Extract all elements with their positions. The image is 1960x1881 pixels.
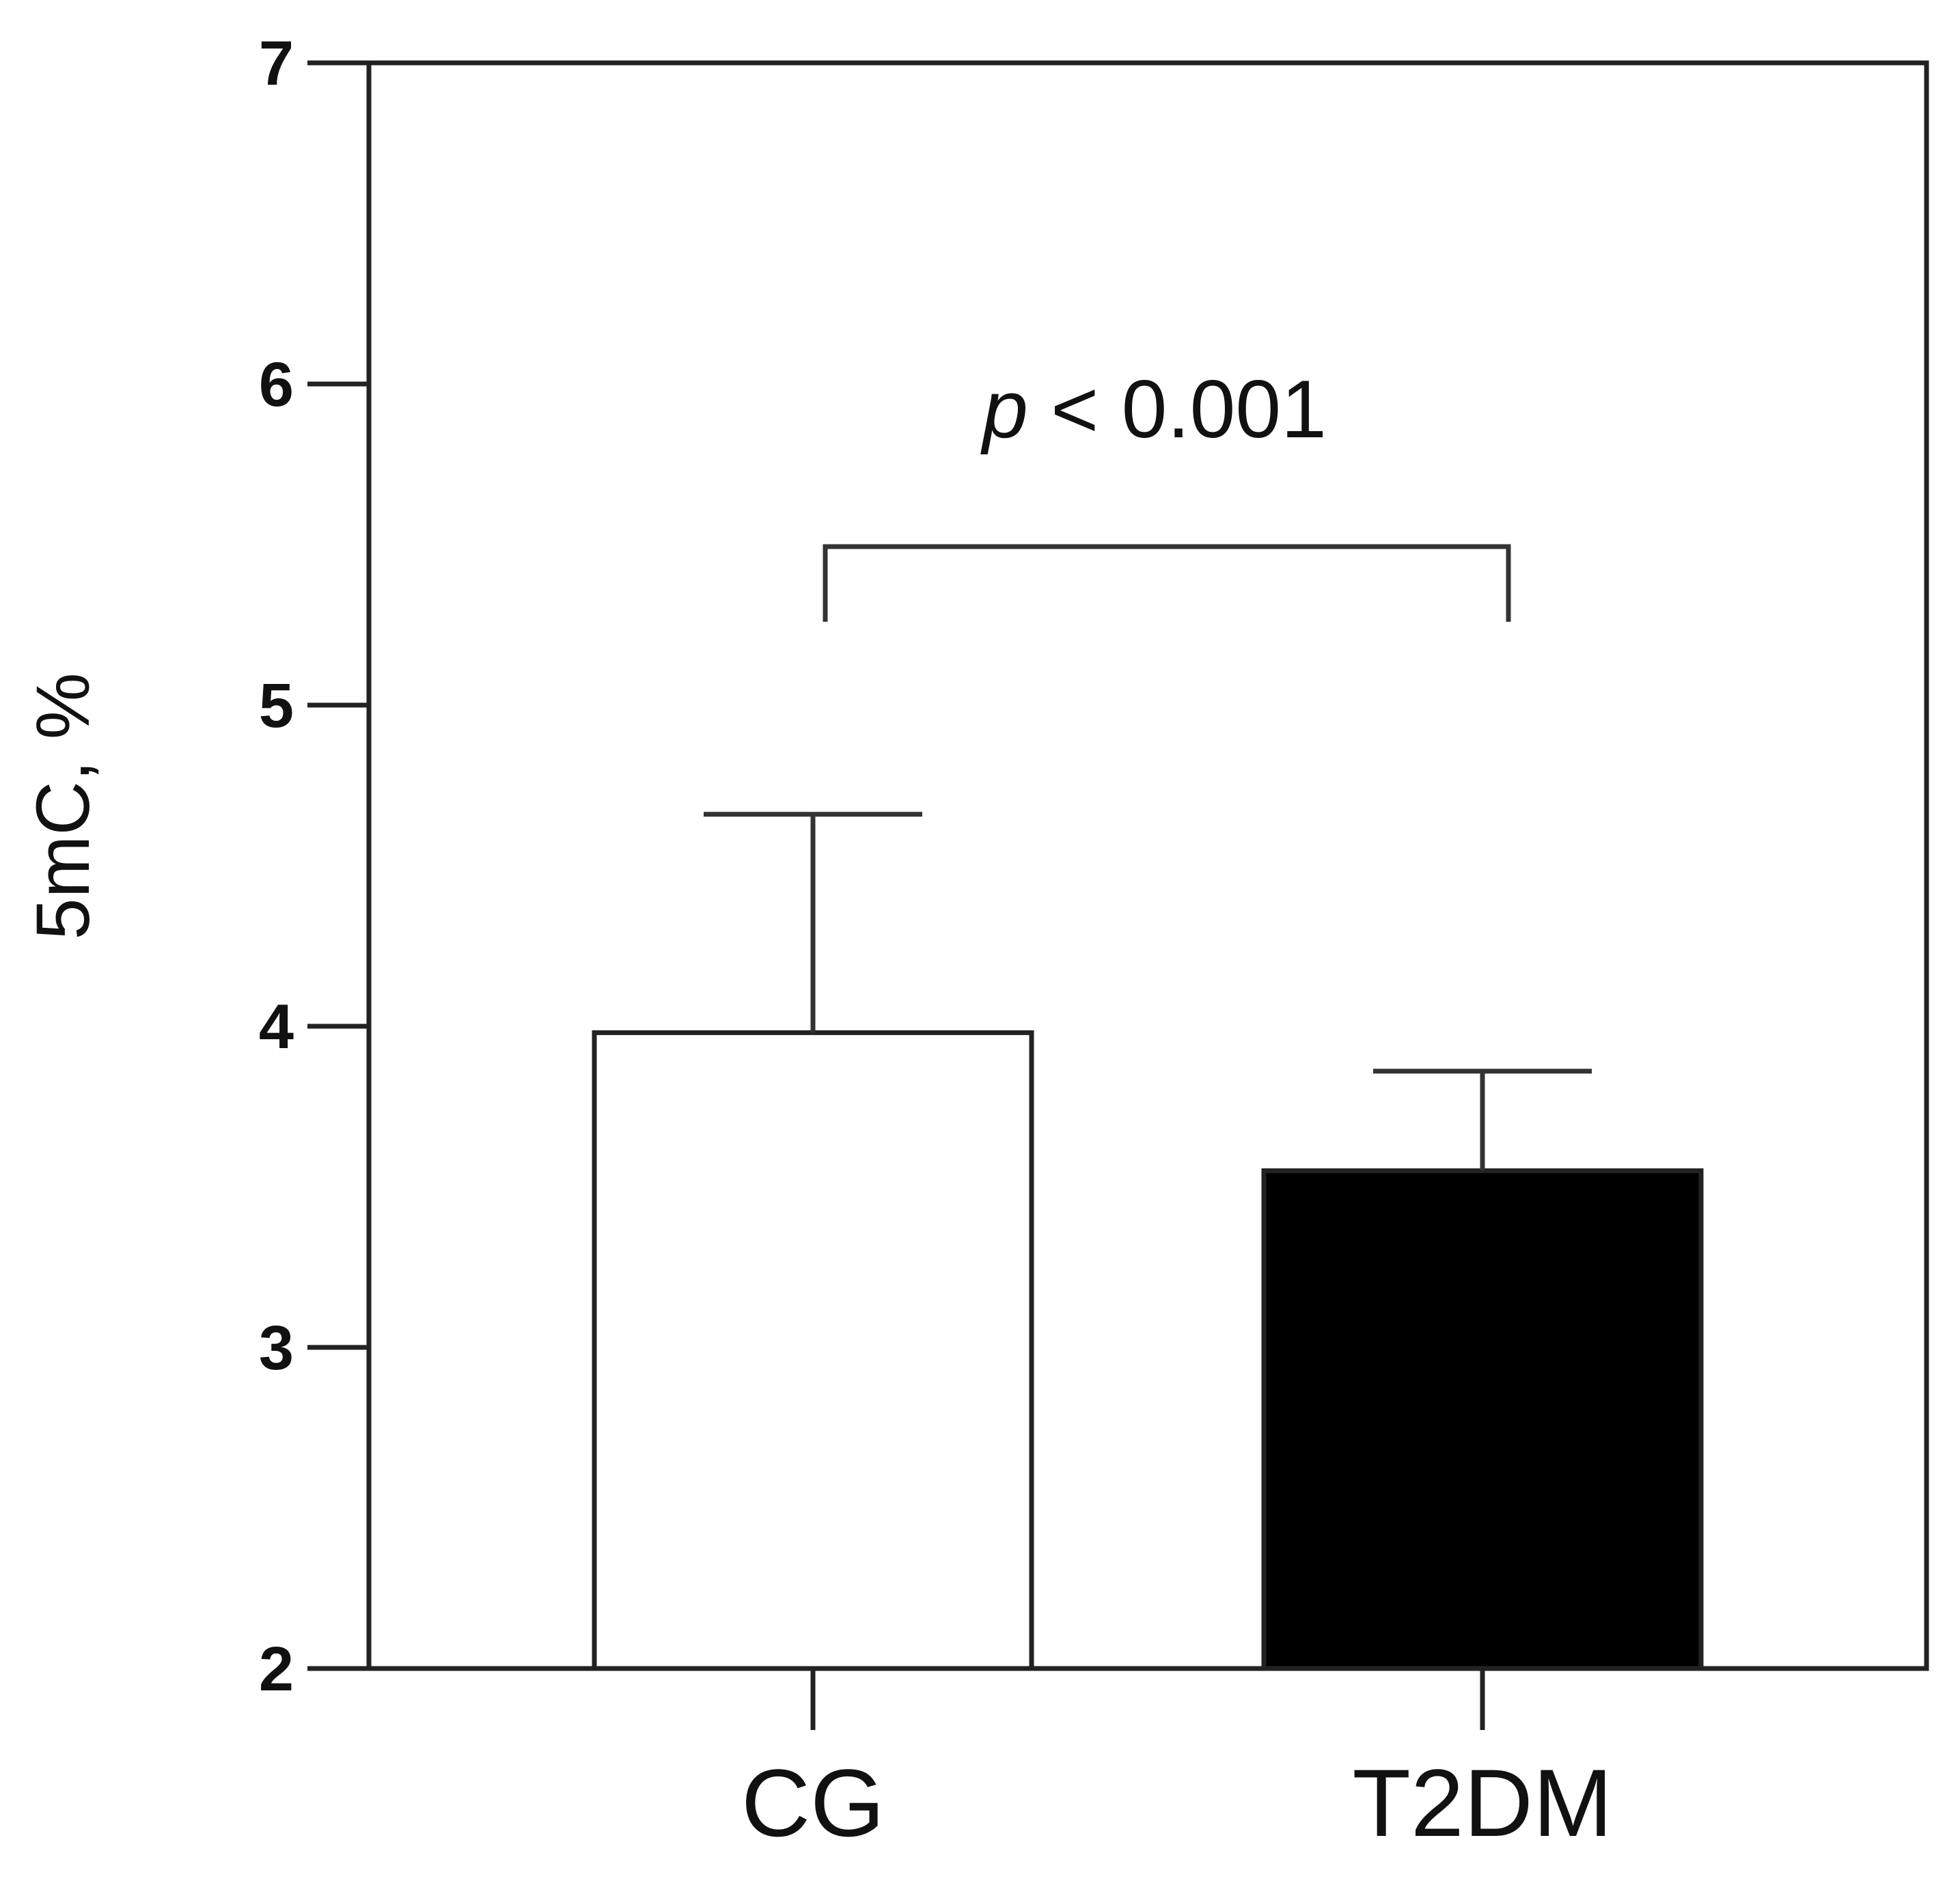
error-bars — [704, 812, 1592, 1171]
x-tick-label: CG — [741, 1749, 885, 1856]
plot-frame — [366, 60, 1929, 1671]
x-axis-ticks: CG T2DM — [741, 1669, 1613, 1856]
plot-border — [366, 60, 1929, 1671]
y-axis-ticks: 2 3 4 5 6 7 — [259, 29, 369, 1704]
bar-t2dm — [1261, 1168, 1704, 1671]
y-axis-title: 5mC, % — [21, 672, 105, 939]
bar-cg — [592, 1030, 1034, 1671]
y-tick-label: 3 — [259, 1313, 294, 1383]
p-value-annotation: p < 0.001 — [980, 363, 1327, 455]
x-tick-label: T2DM — [1352, 1749, 1612, 1856]
y-tick-label: 4 — [259, 992, 294, 1062]
y-tick-label: 5 — [259, 671, 294, 741]
y-tick-label: 6 — [259, 350, 294, 420]
y-tick-label: 7 — [259, 29, 294, 98]
y-tick-label: 2 — [259, 1634, 294, 1704]
p-symbol: p — [980, 363, 1028, 455]
p-value-text: < 0.001 — [1028, 363, 1327, 455]
bars — [592, 1030, 1704, 1671]
bracket-line — [823, 544, 1511, 622]
significance-bracket — [823, 544, 1511, 622]
